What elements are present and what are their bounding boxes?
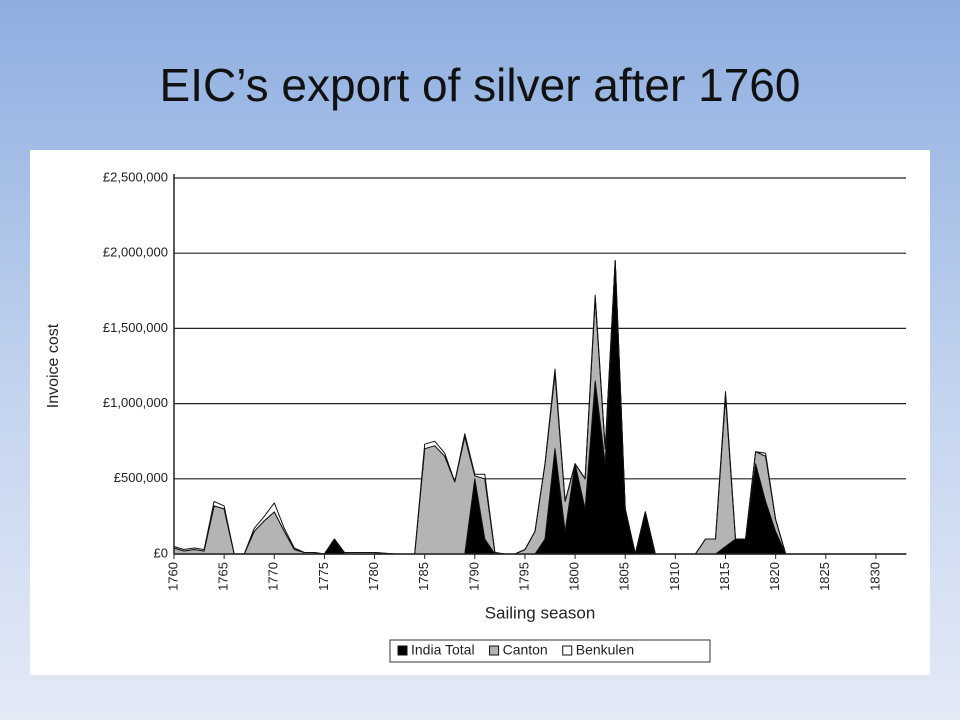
x-tick-label: 1810 [667, 562, 682, 591]
y-tick-label: £1,000,000 [103, 395, 168, 410]
x-tick-label: 1790 [466, 562, 481, 591]
legend-swatch [489, 645, 500, 656]
x-tick-label: 1765 [216, 562, 231, 591]
x-axis-label: Sailing season [485, 603, 596, 622]
x-tick-label: 1760 [165, 562, 180, 591]
y-tick-label: £1,500,000 [103, 320, 168, 335]
legend-box [389, 639, 711, 663]
legend-label: Benkulen [576, 642, 634, 658]
y-axis-label: Invoice cost [45, 323, 62, 408]
y-tick-label: £500,000 [114, 470, 168, 485]
slide-title: EIC’s export of silver after 1760 [159, 59, 801, 111]
x-tick-label: 1830 [867, 562, 882, 591]
x-tick-label: 1795 [516, 562, 531, 591]
x-tick-label: 1800 [567, 562, 582, 591]
chart-panel [30, 150, 930, 675]
x-tick-label: 1780 [366, 562, 381, 591]
y-tick-label: £2,000,000 [103, 245, 168, 260]
x-tick-label: 1815 [717, 562, 732, 591]
x-tick-label: 1820 [767, 562, 782, 591]
legend-label: Canton [503, 642, 548, 658]
x-tick-label: 1775 [316, 562, 331, 591]
legend-label: India Total [411, 642, 475, 658]
y-tick-label: £0 [154, 545, 168, 560]
legend-swatch [562, 645, 573, 656]
x-tick-label: 1825 [817, 562, 832, 591]
y-tick-label: £2,500,000 [103, 169, 168, 184]
x-tick-label: 1805 [617, 562, 632, 591]
x-tick-label: 1785 [416, 562, 431, 591]
x-tick-label: 1770 [266, 562, 281, 591]
legend-swatch [397, 645, 408, 656]
